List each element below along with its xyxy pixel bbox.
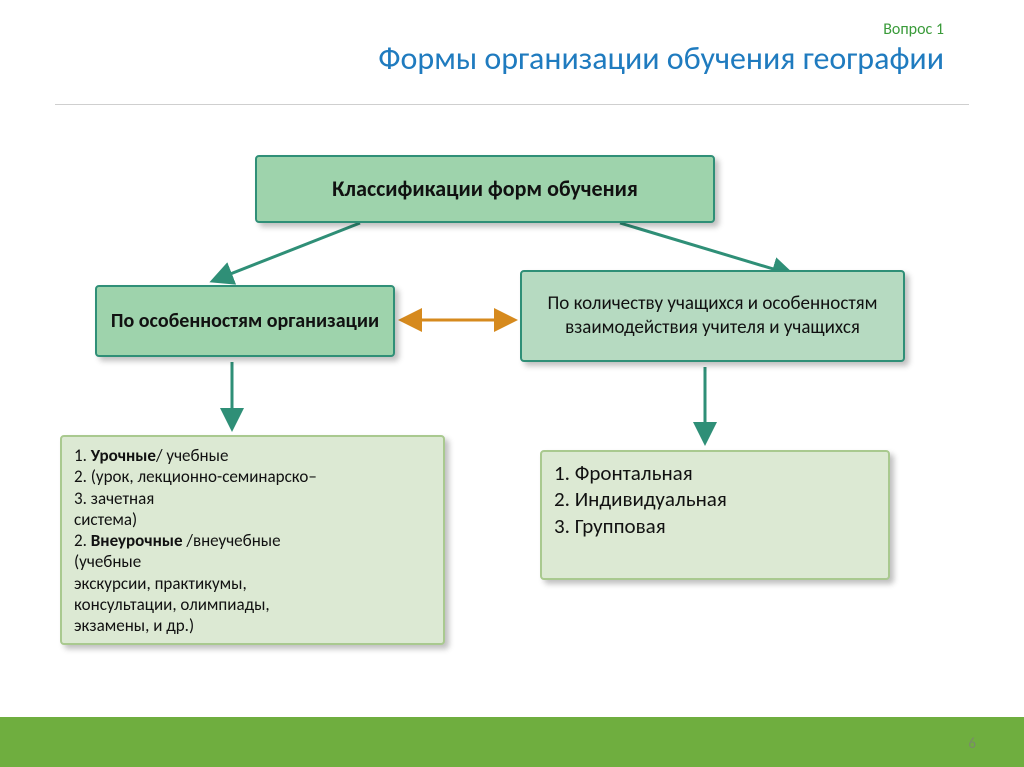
flowchart: Классификации форм обучения По особенност…: [0, 150, 1024, 707]
node-line: 1. Урочные/ учебные: [74, 445, 431, 466]
node-line: система): [74, 509, 431, 530]
node-line: 3. зачетная: [74, 488, 431, 509]
node-right_result: 1. Фронтальная2. Индивидуальная3. Группо…: [540, 450, 890, 580]
footer-bar: [0, 717, 1024, 767]
node-line: 2. (урок, лекционно-семинарско–: [74, 466, 431, 487]
node-line: 2. Индивидуальная: [554, 486, 876, 512]
node-line: 1. Фронтальная: [554, 460, 876, 486]
node-left: По особенностям организации: [95, 285, 395, 357]
arrow: [620, 223, 790, 274]
arrow: [215, 223, 360, 280]
node-line: экзамены, и др.): [74, 615, 431, 636]
node-left_result: 1. Урочные/ учебные2. (урок, лекционно-с…: [60, 435, 445, 645]
node-root: Классификации форм обучения: [255, 155, 715, 223]
node-line: (учебные: [74, 551, 431, 572]
node-line: 2. Внеурочные /внеучебные: [74, 530, 431, 551]
node-line: экскурсии, практикумы,: [74, 573, 431, 594]
divider: [55, 104, 969, 105]
node-line: консультации, олимпиады,: [74, 594, 431, 615]
node-line: 3. Групповая: [554, 513, 876, 539]
question-label: Вопрос 1: [0, 20, 944, 39]
page-number: 6: [968, 735, 976, 753]
node-right: По количеству учащихся и особенностям вз…: [520, 270, 905, 362]
slide-title: Формы организации обучения географии: [0, 39, 944, 78]
slide-header: Вопрос 1 Формы организации обучения геог…: [0, 0, 1024, 78]
